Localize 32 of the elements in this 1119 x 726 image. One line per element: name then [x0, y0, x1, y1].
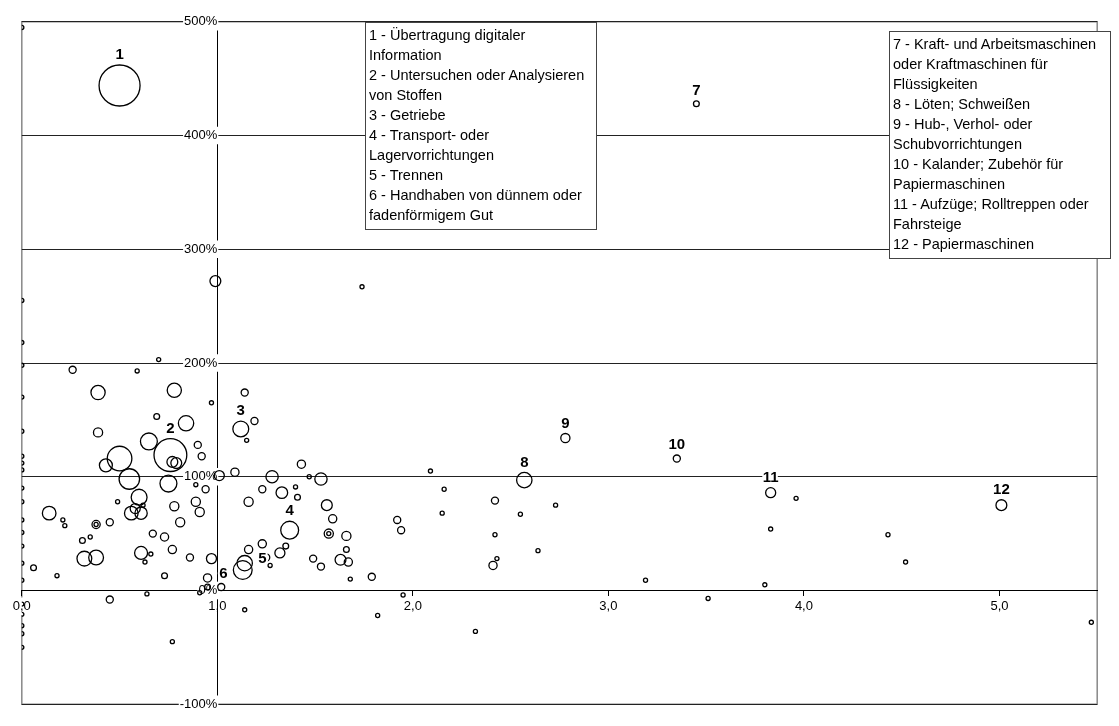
annotation: 5 - Trennen	[369, 166, 445, 185]
annotation: 8	[520, 452, 529, 470]
y-tick-label: -100%	[179, 695, 218, 711]
y-tick-label: 200%	[184, 354, 218, 370]
annotation: 2	[166, 418, 175, 436]
annotation: 12	[993, 479, 1010, 497]
annotation: 4	[285, 501, 295, 519]
annotation: 11 - Aufzüge; Rolltreppen oder Fahrsteige	[893, 195, 1090, 234]
x-tick-label: 2,0	[403, 597, 422, 613]
annotation: 1	[115, 45, 124, 63]
annotation: 7 - Kraft- und Arbeitsmaschinen oder Kraftmaschinen für Flüssigkeiten	[893, 35, 1098, 94]
annotation: 9	[561, 413, 570, 431]
annotation: 8 - Löten; Schweißen	[893, 95, 1032, 114]
annotation: 10 - Kalander; Zubehör für Papiermaschinen	[893, 155, 1065, 194]
annotation: 6 - Handhaben von dünnem oder fadenförmigem Gut	[369, 186, 583, 225]
y-tick-label: 500%	[184, 13, 218, 29]
annotation: 10	[668, 435, 686, 453]
x-tick-label: 4,0	[794, 597, 813, 613]
annotation: 4 - Transport- oder Lagervorrichtungen	[369, 126, 495, 165]
y-tick-label: 300%	[184, 240, 218, 256]
x-tick-label: 3,0	[599, 597, 618, 613]
annotation: 3	[236, 401, 245, 419]
annotation: 6	[219, 564, 228, 582]
y-tick-label: 400%	[184, 127, 218, 143]
annotation: 7	[692, 80, 701, 98]
annotation: 3 - Getriebe	[369, 106, 447, 125]
annotation: 9 - Hub-, Verhol- oder Schubvorrichtungen	[893, 115, 1034, 154]
annotation: 1 - Übertragung digitaler Information	[369, 26, 527, 65]
x-tick-label: 5,0	[990, 597, 1009, 613]
annotation: 2 - Untersuchen oder Analysieren von Stoffen	[369, 66, 586, 105]
x-tick-label: 0,0	[12, 597, 31, 613]
annotation: 12 - Papiermaschinen	[893, 235, 1036, 254]
